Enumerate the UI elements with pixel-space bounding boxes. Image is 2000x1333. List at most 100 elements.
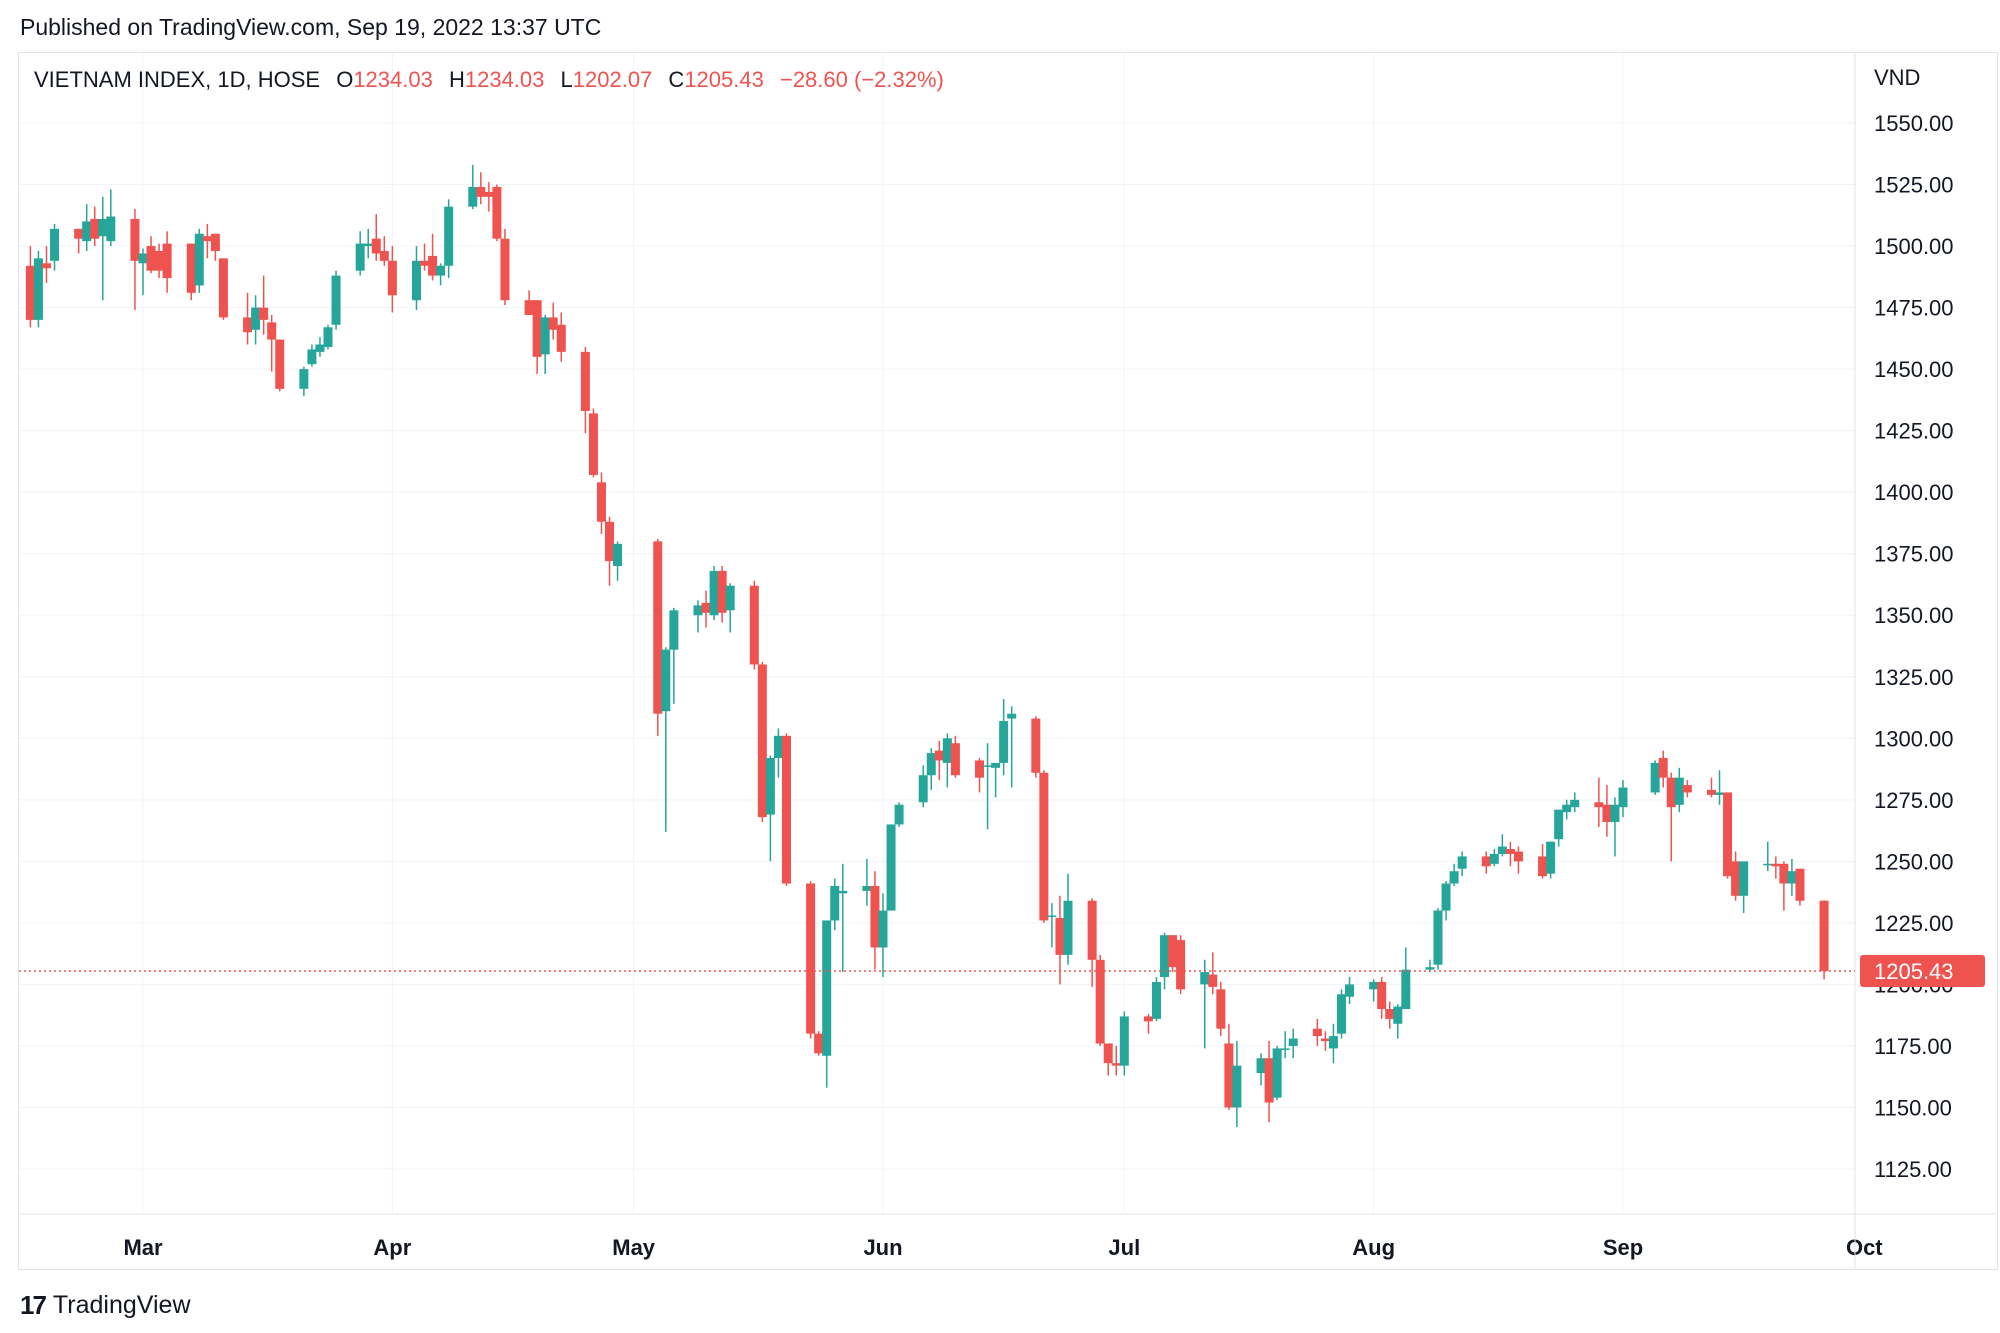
candle-body [1393,1006,1403,1024]
candle-body [1039,772,1049,921]
candle-body [596,482,606,522]
candle-body [387,260,397,296]
x-tick-label: Aug [1352,1235,1395,1260]
candle-body [243,317,253,333]
candle-body [267,322,277,340]
candle-body [1674,777,1684,805]
candle-body [1618,787,1628,808]
candle-body [983,765,993,767]
candle-body [210,233,220,251]
y-tick-label: 1325.00 [1874,665,1954,690]
candle-body [33,258,43,320]
candle-body [894,804,904,825]
candle-body [1288,1038,1298,1046]
y-tick-label: 1225.00 [1874,911,1954,936]
candle-body [1208,974,1218,987]
candle-body [1401,969,1411,1010]
y-tick-label: 1125.00 [1874,1157,1952,1182]
candle-body [757,664,767,818]
tradingview-brand[interactable]: 17 TradingView [20,1290,191,1321]
candle-body [1047,915,1057,917]
candle-body [218,258,228,318]
candle-body [991,762,1001,768]
candle-body [613,543,623,567]
candle-body [1224,1043,1234,1108]
ohlc-legend: VIETNAM INDEX, 1D, HOSE O1234.03 H1234.0… [34,67,944,93]
x-tick-label: Jun [863,1235,902,1260]
last-price-label: 1205.43 [1874,959,1954,984]
y-tick-label: 1500.00 [1874,234,1954,259]
candle-body [999,721,1009,763]
last-price-badge [1860,955,1985,988]
candle-body [50,228,60,261]
candle-body [862,885,872,891]
candle-body [74,228,84,239]
candle-body [1594,802,1604,808]
candle-body [90,218,100,239]
candle-body [605,521,615,562]
candle-body [1143,1016,1153,1022]
candle-body [532,300,542,357]
candle-body [492,186,502,239]
candle-body [1433,910,1443,965]
candle-body [1723,792,1733,877]
candle-body [476,186,486,197]
open-label: O [336,67,354,92]
candle-body [918,775,928,803]
y-tick-label: 1475.00 [1874,296,1954,321]
candle-body [1168,935,1178,968]
y-tick-label: 1375.00 [1874,542,1954,567]
y-tick-label: 1175.00 [1874,1034,1952,1059]
close-value: 1205.43 [684,67,764,92]
high-label: H [448,67,465,92]
x-tick-label: Mar [123,1235,163,1260]
candle-body [814,1033,824,1054]
candle-body [154,250,164,271]
candle-body [1731,861,1741,896]
candle-body [1771,863,1781,867]
candle-body [1111,1063,1121,1066]
y-tick-label: 1300.00 [1874,726,1954,751]
candle-body [82,221,92,242]
candle-body [1658,757,1668,778]
published-note: Published on TradingView.com, Sep 19, 20… [20,14,602,40]
candle-body [806,883,816,1034]
candle-body [1819,900,1829,972]
candle-body [1682,785,1692,793]
chart-frame[interactable] [18,52,1998,1270]
candle-body [1715,792,1725,795]
symbol-label: VIETNAM INDEX, 1D, HOSE [34,67,321,92]
candle-body [1063,900,1073,955]
candle-body [1377,981,1387,1010]
x-tick-label: Sep [1603,1235,1643,1260]
candle-body [1119,1016,1129,1066]
candle-body [98,218,108,237]
candle-body [1055,917,1065,955]
currency-label: VND [1874,65,1920,90]
candle-body [1706,789,1716,795]
candle-body [975,760,985,778]
candle-body [444,206,454,266]
candle-body [436,265,446,276]
candle-body [1650,762,1660,793]
x-tick-label: Oct [1846,1235,1883,1260]
candle-body [1264,1058,1274,1103]
high-value: 1234.03 [464,67,545,92]
candle-body [1763,863,1773,866]
candle-body [773,735,783,758]
candle-body [1176,940,1186,990]
change-value: −28.60 (−2.32%) [779,67,944,92]
candle-body [765,757,775,815]
candle-body [1328,1036,1338,1049]
y-tick-label: 1525.00 [1874,173,1954,198]
candle-body [926,753,936,776]
candle-body [556,324,566,352]
candle-body [1320,1038,1330,1042]
candle-body [138,253,148,264]
candle-body [106,216,116,242]
candle-body [371,238,381,254]
candle-body [1425,967,1435,970]
candle-body [186,243,196,293]
candle-body [379,250,389,261]
